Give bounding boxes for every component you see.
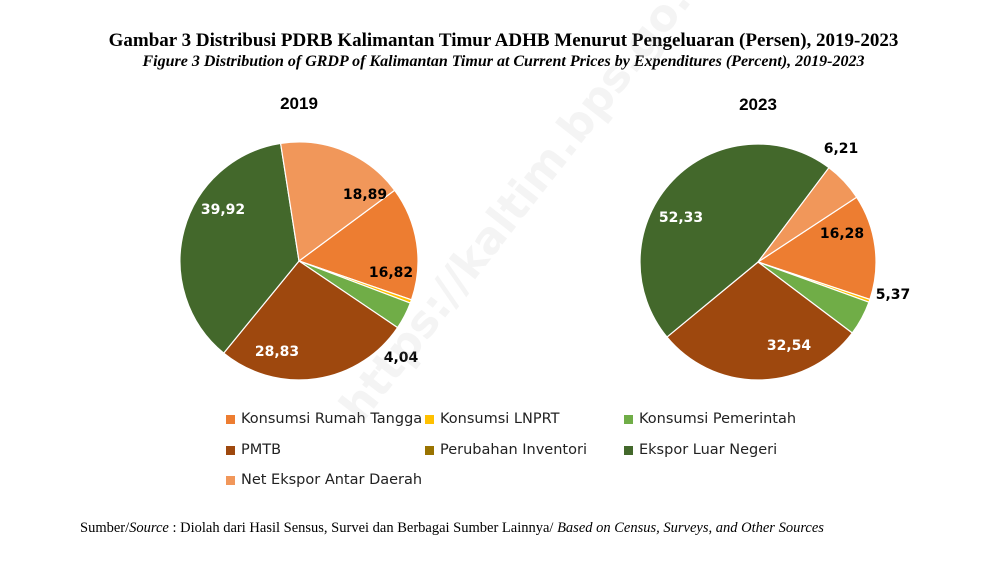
figure-title: Gambar 3 Distribusi PDRB Kalimantan Timu… xyxy=(108,30,899,51)
pie-data-label: 5,37 xyxy=(876,287,911,303)
pie-2023: 2023 16,28 5,37 32,54 52,33 6,21 xyxy=(639,95,911,381)
legend-swatch xyxy=(624,445,633,455)
legend-item-ekspor-luar-negeri: Ekspor Luar Negeri xyxy=(624,442,777,458)
pie-data-label: 32,54 xyxy=(767,338,812,354)
pie-slice xyxy=(179,142,300,354)
source-text-italic: Based on Census, Surveys, and Other Sour… xyxy=(557,520,824,536)
legend-swatch xyxy=(226,475,235,485)
pie-slice xyxy=(297,189,419,301)
pie-data-label: 6,21 xyxy=(824,141,859,157)
pie-data-label: 16,28 xyxy=(820,226,864,242)
legend-swatch xyxy=(624,414,633,424)
pie-data-label: 28,83 xyxy=(255,344,299,360)
pie-slice xyxy=(639,143,830,338)
pie-data-label: 52,33 xyxy=(659,210,703,226)
legend-swatch xyxy=(425,445,434,455)
legend-item-pmtb: PMTB xyxy=(226,442,281,458)
legend-swatch xyxy=(226,445,235,455)
pie-data-label: 4,04 xyxy=(384,350,419,366)
source-text: : Diolah dari Hasil Sensus, Survei dan B… xyxy=(168,520,558,536)
legend-item-konsumsi-rumah-tangga: Konsumsi Rumah Tangga xyxy=(226,411,422,427)
source-note: Sumber/Source : Diolah dari Hasil Sensus… xyxy=(80,520,824,537)
legend-label: Net Ekspor Antar Daerah xyxy=(241,472,423,488)
pie-data-label: 18,89 xyxy=(343,187,387,203)
legend-label: Konsumsi Pemerintah xyxy=(639,411,797,427)
pie-year-label: 2023 xyxy=(739,95,777,114)
pie-data-label: 16,82 xyxy=(369,265,413,281)
legend-label: Konsumsi Rumah Tangga xyxy=(241,411,423,427)
pie-slice xyxy=(666,261,854,381)
legend-swatch xyxy=(226,414,235,424)
pie-slice xyxy=(757,166,858,263)
pie-data-label: 39,92 xyxy=(201,202,245,218)
source-prefix-italic: Source xyxy=(129,520,169,536)
legend-item-konsumsi-pemerintah: Konsumsi Pemerintah xyxy=(624,411,796,427)
figure-subtitle: Figure 3 Distribution of GRDP of Kaliman… xyxy=(142,53,865,70)
legend-label: Perubahan Inventori xyxy=(440,442,587,458)
legend-item-net-ekspor-antar-daerah: Net Ekspor Antar Daerah xyxy=(226,472,422,488)
pie-slice xyxy=(279,141,396,263)
legend-item-konsumsi-lnprt: Konsumsi LNPRT xyxy=(425,411,559,427)
legend-swatch xyxy=(425,414,434,424)
legend-label: PMTB xyxy=(241,442,282,458)
legend-label: Konsumsi LNPRT xyxy=(440,411,560,427)
pie-year-label: 2019 xyxy=(280,94,318,113)
source-prefix: Sumber/ xyxy=(80,520,130,536)
pie-slice xyxy=(222,260,399,381)
legend-item-perubahan-inventori: Perubahan Inventori xyxy=(425,442,587,458)
legend-label: Ekspor Luar Negeri xyxy=(639,442,778,458)
pie-2019: 2019 16,82 4,04 28,83 39,92 18,89 xyxy=(179,94,419,381)
pie-slice xyxy=(756,196,877,301)
